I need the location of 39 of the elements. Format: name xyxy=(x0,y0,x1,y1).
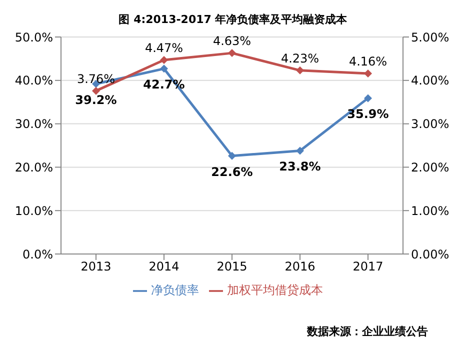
point xyxy=(160,56,168,64)
x-tick-label: 2015 xyxy=(216,260,248,274)
x-tick-label: 2014 xyxy=(148,260,180,274)
y2-tick-label: 4.00% xyxy=(411,74,450,88)
point xyxy=(364,94,372,102)
x-tick-label: 2016 xyxy=(284,260,316,274)
data-label: 3.76% xyxy=(76,72,116,86)
point xyxy=(228,152,236,160)
y2-tick-label: 1.00% xyxy=(411,204,450,218)
legend-label: 净负债率 xyxy=(151,283,199,297)
y2-tick-label: 5.00% xyxy=(411,30,450,44)
data-label: 22.6% xyxy=(211,164,253,179)
point xyxy=(296,146,304,155)
y2-tick-label: 0.00% xyxy=(411,247,450,262)
data-label: 39.2% xyxy=(75,92,117,107)
y2-tick-label: 2.00% xyxy=(411,160,450,174)
y-tick-label: 50.0% xyxy=(14,30,53,44)
y-tick-label: 0.0% xyxy=(22,247,53,262)
data-label: 23.8% xyxy=(279,160,321,174)
x-tick-label: 2017 xyxy=(352,260,384,274)
y-tick-label: 20.0% xyxy=(14,160,53,174)
y-tick-label: 10.0% xyxy=(14,204,53,218)
y-tick-label: 30.0% xyxy=(14,117,53,132)
data-label: 4.47% xyxy=(144,41,184,55)
legend-label: 加权平均借贷成本 xyxy=(227,283,323,297)
y-tick-label: 40.0% xyxy=(14,74,53,88)
point xyxy=(296,66,304,74)
source-note: 数据来源：企业业绩公告 xyxy=(307,324,428,339)
point xyxy=(228,49,236,58)
data-label: 4.16% xyxy=(348,54,388,68)
chart-title: 图 4:2013-2017 年净负债率及平均融资成本 xyxy=(118,12,348,27)
point xyxy=(364,69,372,78)
point xyxy=(92,86,100,95)
data-label: 4.63% xyxy=(212,34,252,48)
data-label: 35.9% xyxy=(347,107,389,122)
data-label: 4.23% xyxy=(280,51,320,66)
y2-tick-label: 3.00% xyxy=(411,117,450,132)
point xyxy=(160,64,168,73)
x-tick-label: 2013 xyxy=(80,260,112,274)
